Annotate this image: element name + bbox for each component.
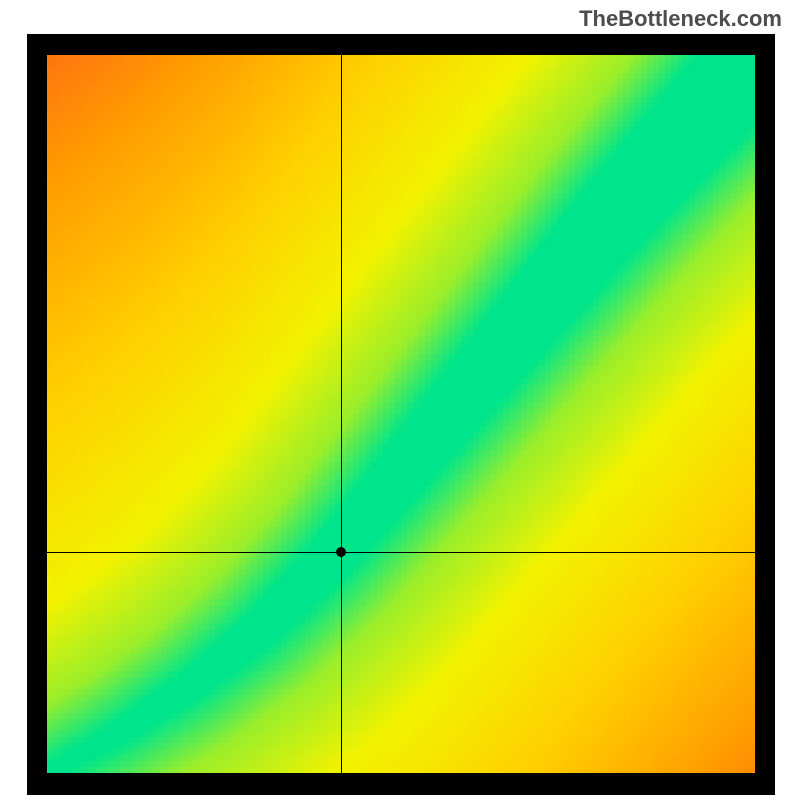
watermark-text: TheBottleneck.com [579, 6, 782, 32]
marker-dot [336, 547, 346, 557]
heatmap-canvas [47, 55, 755, 773]
heatmap-plot [47, 55, 755, 773]
crosshair-horizontal [47, 552, 755, 553]
crosshair-vertical [341, 55, 342, 773]
